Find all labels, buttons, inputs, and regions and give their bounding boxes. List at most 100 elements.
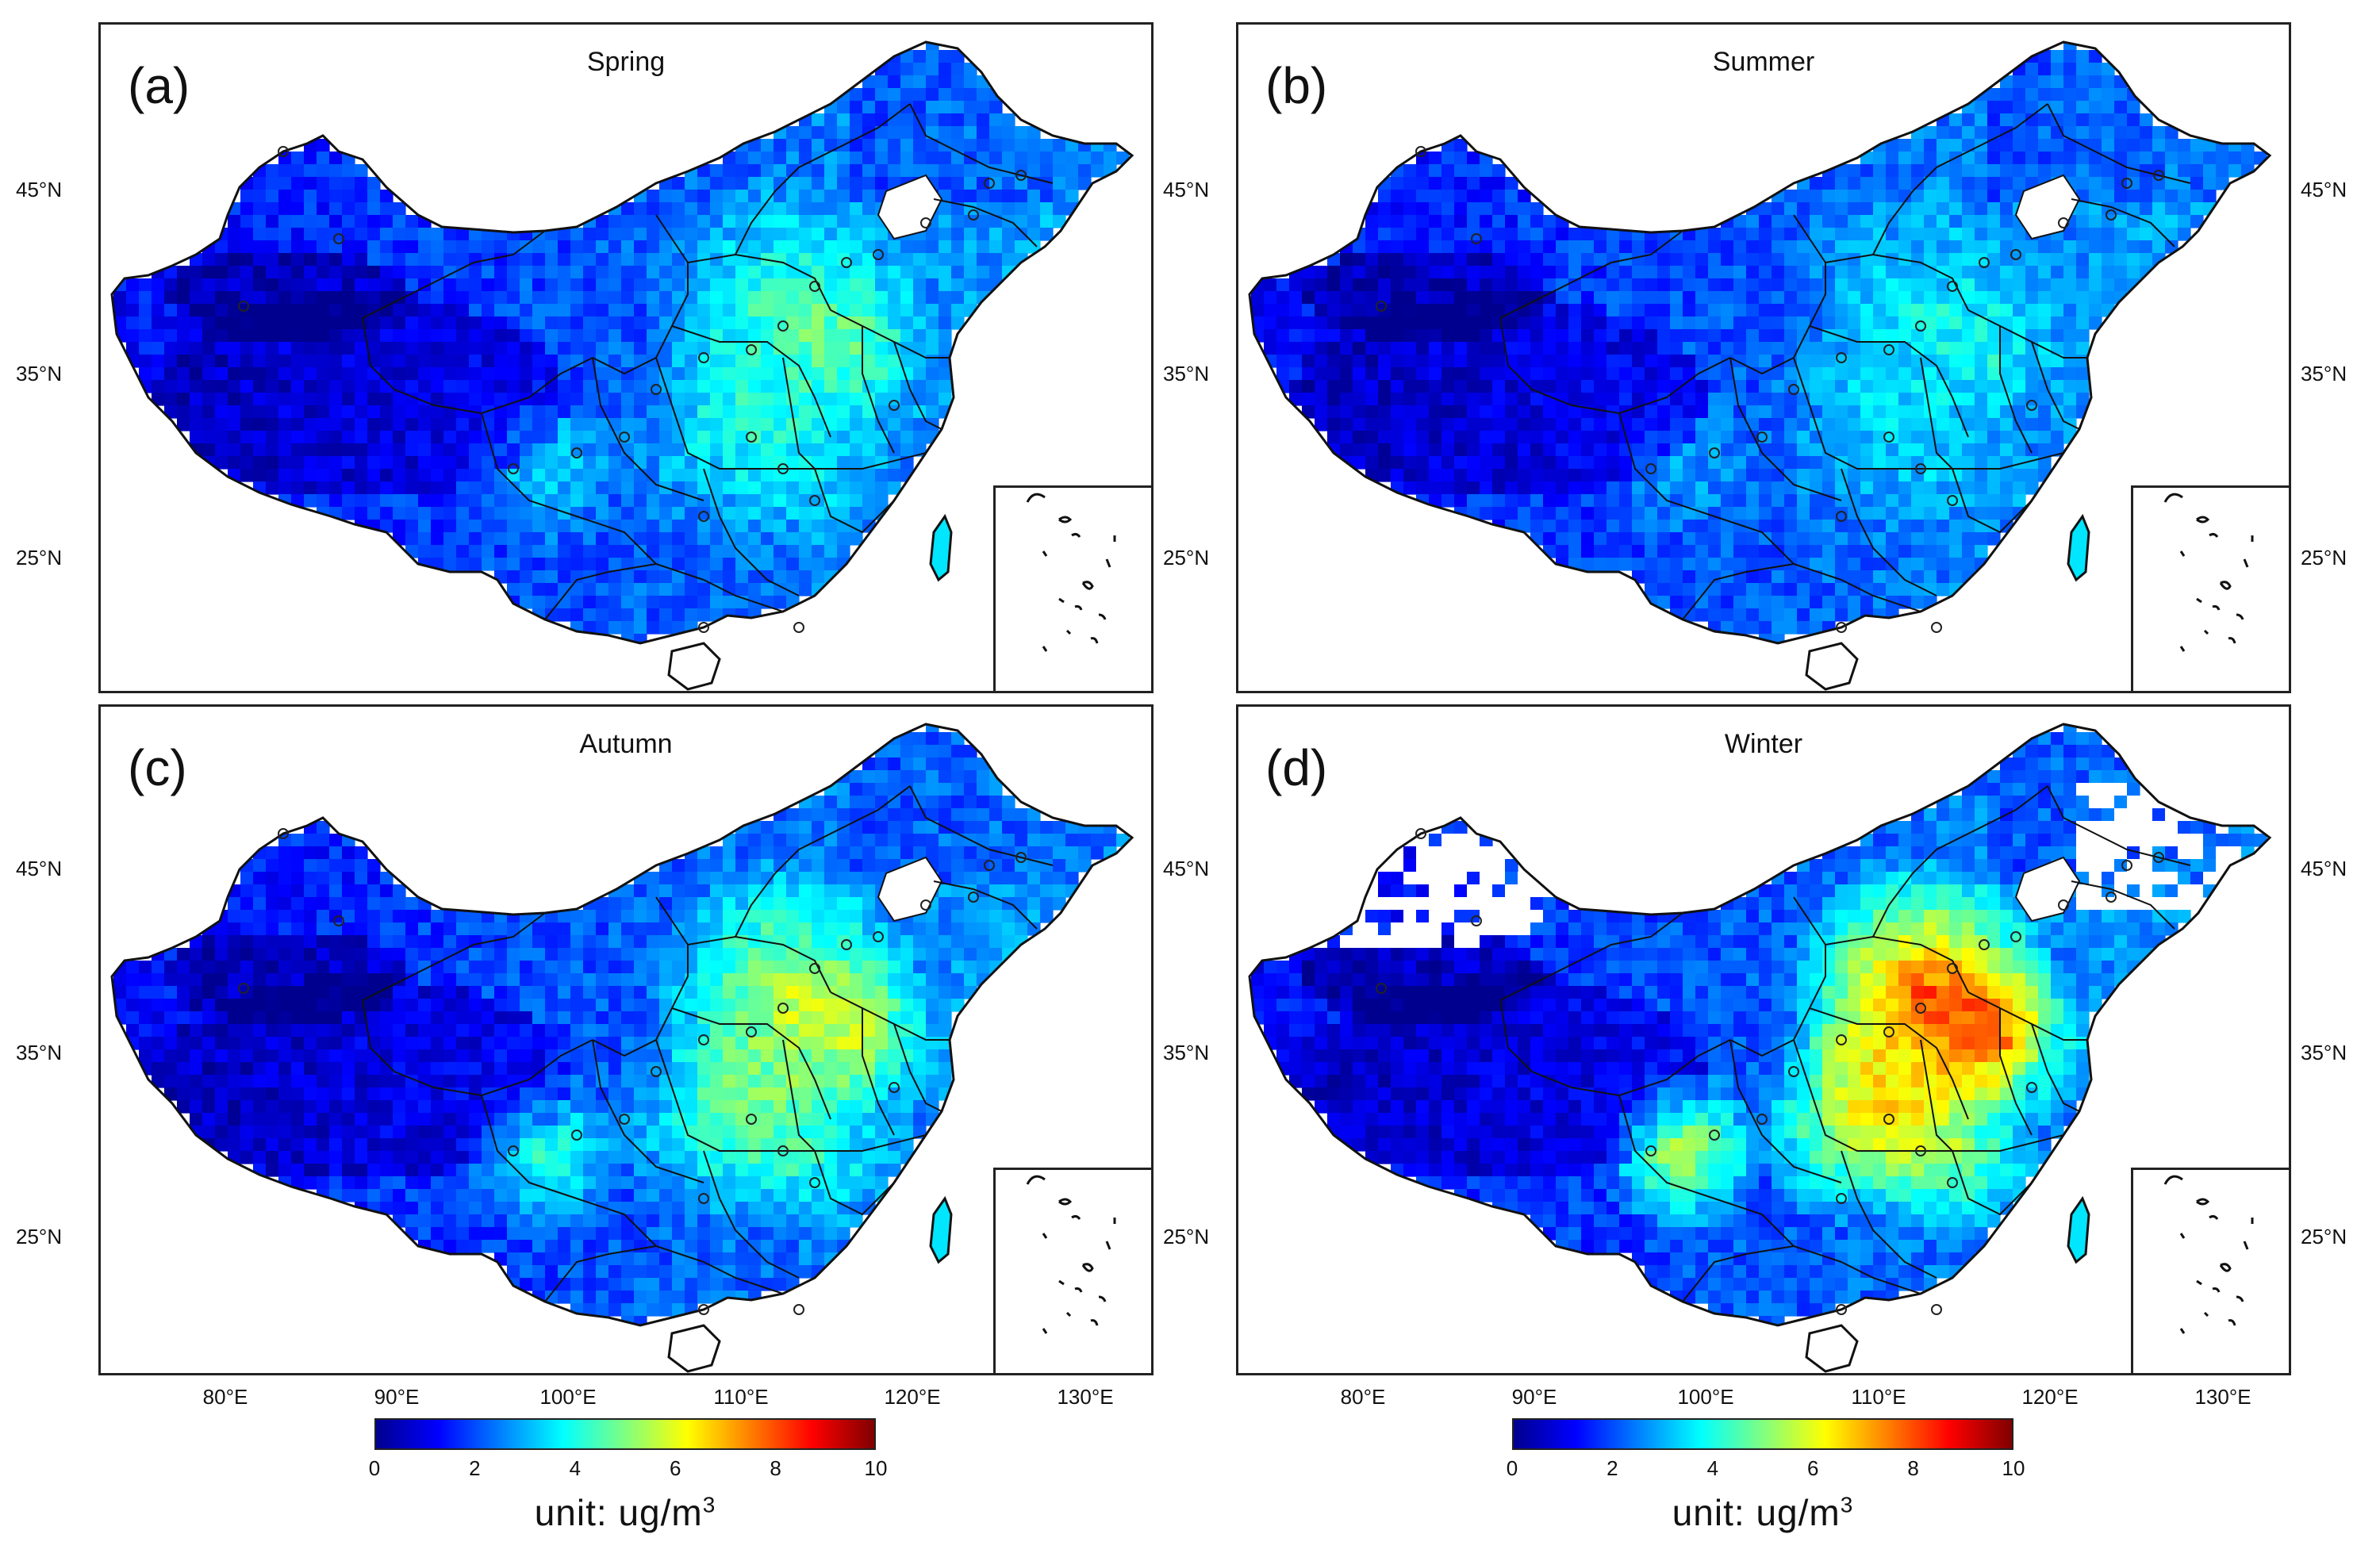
- monitoring-station-marker: [278, 146, 289, 157]
- province-border: [735, 103, 911, 255]
- monitoring-station-marker: [1015, 852, 1027, 863]
- colorbar-tick-label: 2: [469, 1456, 481, 1480]
- province-border: [1729, 214, 1826, 375]
- longitude-label: 100°E: [539, 1385, 597, 1409]
- monitoring-station-marker: [1836, 352, 1847, 363]
- province-border: [592, 357, 704, 501]
- province-border: [1841, 1150, 1937, 1279]
- monitoring-station-marker: [1883, 1026, 1894, 1037]
- monitoring-station-marker: [809, 281, 820, 292]
- province-border: [687, 253, 831, 311]
- latitude-label: 45°N: [1163, 857, 1210, 880]
- province-border: [362, 912, 546, 1001]
- monitoring-station-marker: [1645, 1145, 1656, 1156]
- panel-label: (a): [128, 57, 190, 114]
- monitoring-station-marker: [2106, 209, 2117, 221]
- province-border: [687, 935, 831, 993]
- province-border: [1682, 1245, 1795, 1302]
- province-border: [592, 214, 689, 375]
- colorbar-tick-label: 2: [1606, 1456, 1618, 1480]
- province-border: [1729, 357, 1842, 501]
- province-border: [1952, 1150, 2033, 1216]
- monitoring-station-marker: [2026, 1082, 2037, 1093]
- monitoring-station-marker: [651, 384, 662, 395]
- country-outline: [1248, 40, 2272, 645]
- province-border: [703, 1150, 800, 1279]
- monitoring-station-marker: [746, 344, 757, 355]
- monitoring-station-marker: [2106, 892, 2117, 903]
- monitoring-station-marker: [1883, 344, 1894, 355]
- map-svg: [110, 40, 1134, 691]
- province-border: [1825, 935, 1969, 993]
- concentration-raster: [113, 724, 1130, 1325]
- longitude-label: 80°E: [1340, 1385, 1386, 1409]
- monitoring-station-marker: [1015, 170, 1027, 181]
- province-border: [893, 341, 942, 430]
- monitoring-station-marker: [2121, 178, 2132, 189]
- latitude-label: 45°N: [2301, 178, 2347, 201]
- monitoring-station-marker: [1883, 431, 1894, 443]
- province-border: [544, 563, 657, 620]
- monitoring-station-marker: [619, 431, 630, 443]
- monitoring-station-marker: [1947, 495, 1958, 506]
- longitude-label: 130°E: [2194, 1385, 2251, 1409]
- monitoring-station-marker: [698, 352, 709, 363]
- monitoring-station-marker: [651, 1066, 662, 1077]
- longitude-label: 90°E: [374, 1385, 420, 1409]
- monitoring-station-marker: [984, 860, 995, 871]
- colorbar-tick-label: 10: [864, 1456, 888, 1480]
- monitoring-station-marker: [809, 1177, 820, 1188]
- province-border: [544, 1245, 657, 1302]
- monitoring-station-marker: [2058, 899, 2069, 911]
- province-border: [814, 468, 895, 534]
- colorbar-tick-label: 4: [1706, 1456, 1719, 1480]
- colorbar-tick-label: 6: [1806, 1456, 1819, 1480]
- province-border: [893, 1023, 942, 1112]
- province-border: [1872, 785, 2048, 938]
- monitoring-station-marker: [1471, 233, 1482, 244]
- monitoring-station-marker: [841, 939, 852, 950]
- monitoring-station-marker: [619, 1114, 630, 1125]
- province-border: [1682, 563, 1795, 620]
- hainan-island: [667, 1324, 721, 1373]
- province-border: [2071, 880, 2175, 930]
- latitude-label: 35°N: [2301, 1041, 2347, 1064]
- monitoring-station-marker: [873, 931, 884, 942]
- monitoring-station-marker: [1947, 1177, 1958, 1188]
- monitoring-station-marker: [2010, 249, 2021, 260]
- latitude-label: 45°N: [1163, 178, 1210, 201]
- monitoring-station-marker: [889, 400, 900, 411]
- monitoring-station-marker: [968, 892, 979, 903]
- map-svg: [1248, 723, 2272, 1373]
- province-border: [671, 325, 831, 438]
- monitoring-station-marker: [2121, 860, 2132, 871]
- monitoring-station-marker: [2153, 170, 2164, 181]
- monitoring-station-marker: [1709, 447, 1720, 458]
- bohai-sea: [2014, 856, 2081, 922]
- monitoring-station-marker: [1883, 1114, 1894, 1125]
- monitoring-station-marker: [508, 1145, 519, 1156]
- province-border: [2071, 198, 2175, 247]
- monitoring-station-marker: [1756, 1114, 1768, 1125]
- monitoring-station-marker: [698, 622, 709, 633]
- colorbar-tick-label: 10: [2002, 1456, 2025, 1480]
- monitoring-station-marker: [698, 1034, 709, 1045]
- province-border: [1920, 1039, 1953, 1152]
- monitoring-station-marker: [1915, 320, 1926, 332]
- taiwan-island: [929, 1195, 953, 1264]
- map-panel-winter: (d) Winter: [1236, 704, 2291, 1375]
- monitoring-station-marker: [1756, 431, 1768, 443]
- colorbar-unit-label: unit: ug/m3: [1672, 1492, 1854, 1533]
- monitoring-station-marker: [777, 463, 789, 474]
- province-border: [1920, 357, 1953, 470]
- province-border: [1793, 1039, 2064, 1152]
- monitoring-station-marker: [698, 1304, 709, 1315]
- panel-season-title: Autumn: [579, 729, 673, 759]
- country-outline: [1248, 723, 2272, 1327]
- latitude-label: 35°N: [16, 1041, 63, 1064]
- province-border: [862, 1008, 895, 1136]
- latitude-label: 35°N: [1163, 1041, 1210, 1064]
- monitoring-station-marker: [1376, 983, 1387, 994]
- monitoring-station-marker: [1979, 257, 1990, 268]
- monitoring-station-marker: [238, 301, 249, 312]
